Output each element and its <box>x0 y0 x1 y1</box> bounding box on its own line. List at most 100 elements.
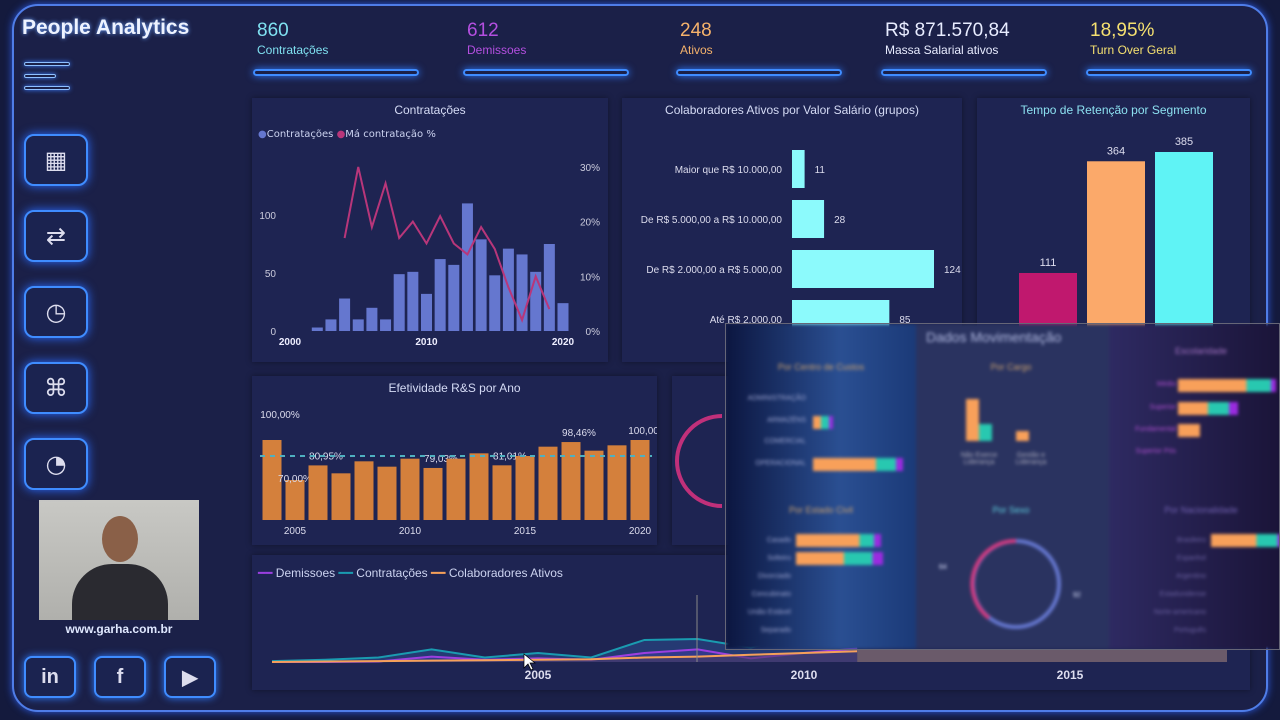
row-label: COMERCIAL <box>764 438 806 445</box>
analytics-report-icon: ◔ <box>45 450 67 478</box>
bar <box>475 239 487 331</box>
kpi-value: 18,95% <box>1090 20 1155 41</box>
section-title: Por Nacionalidade <box>1164 505 1238 515</box>
kpi-underline <box>253 69 419 76</box>
data-label: 80,95% <box>309 451 343 462</box>
data-label: 28 <box>834 215 846 226</box>
bar <box>352 319 364 331</box>
bar <box>407 271 419 331</box>
data-label: 100,00% <box>628 426 657 437</box>
data-label: 85 <box>899 315 911 326</box>
row-label: Argentino <box>1176 573 1206 580</box>
y-tick: 50 <box>265 269 277 280</box>
dados-movimentacao-overlay[interactable]: Dados Movimentação Por Centro de Custos … <box>725 323 1280 650</box>
youtube-icon: ▶ <box>182 666 198 689</box>
bar <box>561 442 581 520</box>
row-label: ARMAZÉNS <box>767 417 806 424</box>
legend-label: Má contratação % <box>345 129 436 140</box>
row-label: Separado <box>760 627 791 634</box>
facebook-button[interactable]: f <box>94 656 146 698</box>
section-title: Por Sexo <box>992 505 1030 515</box>
category-label: Maior que R$ 10.000,00 <box>675 165 783 176</box>
series-area <box>272 651 858 662</box>
bar <box>331 473 351 520</box>
bar <box>530 271 542 331</box>
row-label: Estadunidense <box>1159 591 1206 598</box>
donut-panel <box>672 376 732 545</box>
sexo-value: 92 <box>1073 592 1081 599</box>
legend-label: Contratações <box>266 129 334 140</box>
data-label: 111 <box>1040 257 1057 269</box>
cargo-label: Não Exerce Liderança <box>960 452 998 466</box>
website-link[interactable]: www.garha.com.br <box>65 622 173 636</box>
y2-tick: 30% <box>580 163 600 174</box>
youtube-button[interactable]: ▶ <box>164 656 216 698</box>
linkedin-button[interactable]: in <box>24 656 76 698</box>
x-tick: 2020 <box>552 337 575 348</box>
legend-label: Demissoes <box>275 566 336 580</box>
nav-button-1[interactable]: ▦ <box>24 134 88 186</box>
section-title: Por Centro de Custos <box>777 362 865 372</box>
donut-chart <box>675 414 723 508</box>
category-label: De R$ 5.000,00 a R$ 10.000,00 <box>641 215 783 226</box>
bar <box>492 465 512 520</box>
bar <box>308 465 328 520</box>
legend-label: Colaboradores Ativos <box>448 566 563 580</box>
bar <box>792 250 934 288</box>
kpi-label: Turn Over Geral <box>1090 43 1177 57</box>
x-tick: 2020 <box>629 526 652 537</box>
nav-button-4[interactable]: ⌘ <box>24 362 88 414</box>
bar <box>380 319 392 331</box>
hamburger-menu-icon[interactable] <box>24 62 72 96</box>
kpi-underline <box>676 69 842 76</box>
employee-report-icon: ▦ <box>44 146 68 174</box>
row-label: Superior Pós <box>1135 448 1176 455</box>
sexo-value: 64 <box>939 564 947 571</box>
y2-tick: 10% <box>580 272 600 283</box>
chart-legend: ●Contratações ●Má contratação % <box>258 129 436 140</box>
linkedin-icon: in <box>41 665 59 688</box>
kpi-card: 860 Contratações <box>257 20 427 57</box>
x-tick: 2015 <box>514 526 537 537</box>
y-tick: 0 <box>270 327 276 338</box>
bar <box>515 456 535 520</box>
bar <box>538 446 558 520</box>
row-label: Concubinato <box>751 591 791 598</box>
retencao-panel: Tempo de Retenção por Segmento 111 364 385 <box>977 98 1250 362</box>
data-label: 11 <box>815 165 826 176</box>
nav-button-2[interactable]: ⇄ <box>24 210 88 262</box>
nav-button-5[interactable]: ◔ <box>24 438 88 490</box>
bar <box>792 200 825 238</box>
section-title: Escolaridade <box>1174 346 1228 356</box>
x-tick: 2005 <box>284 526 307 537</box>
kpi-underline <box>1086 69 1252 76</box>
bar <box>393 274 405 331</box>
row-label: Superior <box>1149 404 1176 411</box>
row-label: Casado <box>766 537 791 544</box>
chart-title: Tempo de Retenção por Segmento <box>1020 103 1207 117</box>
bar <box>516 254 528 331</box>
signpost-icon: ⇄ <box>45 222 67 250</box>
bar <box>543 244 555 331</box>
kpi-card: 248 Ativos <box>680 20 850 57</box>
facebook-icon: f <box>116 665 124 688</box>
bar <box>434 259 446 331</box>
x-tick: 2010 <box>415 337 438 348</box>
org-chart-clipboard-icon: ⌘ <box>44 374 68 402</box>
chart-title: Efetividade R&S por Ano <box>388 381 521 395</box>
cargo-label: Gestão e Liderança <box>1015 452 1047 466</box>
row-label: ADMINISTRAÇÃO <box>747 395 806 402</box>
nav-button-3[interactable]: ◷ <box>24 286 88 338</box>
x-tick: 2005 <box>525 668 552 682</box>
kpi-label: Demissoes <box>467 43 527 57</box>
bar <box>584 450 604 520</box>
row-label: Brasileiro <box>1176 537 1206 544</box>
contratacoes-panel: Contratações ●Contratações ●Má contrataç… <box>252 98 608 362</box>
x-tick: 2010 <box>791 668 818 682</box>
series-line-Colaboradores Ativos <box>271 650 858 663</box>
contratacoes-chart: 0 50 100 0% 10% 20% 30% 2000 2010 2020 <box>259 163 600 348</box>
series-area <box>857 650 1227 662</box>
data-label: 385 <box>1175 136 1193 148</box>
bar <box>448 264 460 331</box>
